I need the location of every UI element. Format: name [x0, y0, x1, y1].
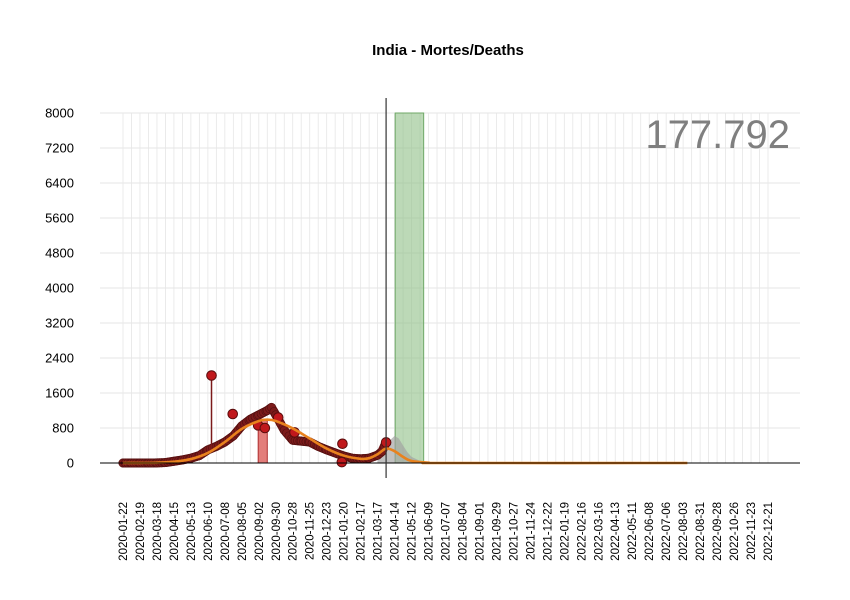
x-tick-label: 2021-12-22	[542, 502, 554, 561]
x-tick-label: 2021-07-07	[441, 502, 453, 561]
x-tick-label: 2022-04-13	[610, 502, 622, 561]
x-tick-label: 2021-01-20	[339, 502, 351, 561]
y-tick-label: 8000	[45, 106, 74, 121]
x-tick-label: 2022-08-03	[678, 502, 690, 561]
outlier-point	[206, 370, 217, 381]
x-tick-label: 2022-08-31	[695, 502, 707, 561]
x-tick-label: 2020-08-05	[237, 502, 249, 561]
x-tick-label: 2021-10-27	[508, 502, 520, 561]
x-tick-label: 2021-04-14	[390, 501, 402, 560]
y-tick-label: 0	[67, 456, 74, 471]
outlier-point	[336, 456, 348, 468]
x-tick-label: 2020-02-19	[135, 502, 147, 561]
fit-curve	[122, 418, 688, 465]
y-tick-label: 800	[52, 421, 74, 436]
x-tick-label: 2021-09-29	[491, 502, 503, 561]
x-tick-label: 2020-09-02	[254, 502, 266, 561]
x-tick-label: 2021-08-04	[457, 501, 469, 560]
x-tick-label: 2021-03-17	[373, 502, 385, 561]
y-tick-label: 4800	[45, 246, 74, 261]
y-tick-label: 2400	[45, 351, 74, 366]
peak-bands	[257, 112, 425, 464]
chart-title: India - Mortes/Deaths	[372, 42, 524, 59]
outlier-points	[206, 370, 392, 468]
x-tick-label: 2020-04-15	[169, 502, 181, 561]
y-tick-label: 3200	[45, 316, 74, 331]
forecast-area-shape	[377, 435, 446, 463]
forecast-peak-band	[394, 112, 425, 464]
x-tick-label: 2022-05-11	[627, 502, 639, 560]
x-tick-label: 2020-01-22	[118, 502, 130, 561]
x-tick-label: 2022-06-08	[644, 502, 656, 561]
outlier-point	[337, 438, 348, 450]
y-tick-label: 6400	[45, 176, 74, 191]
x-tick-label: 2022-09-28	[712, 502, 724, 561]
x-tick-label: 2020-05-13	[186, 502, 198, 561]
y-tick-label: 7200	[45, 141, 74, 156]
x-tick-label: 2022-07-06	[661, 502, 673, 561]
x-tick-label: 2022-01-19	[559, 502, 571, 561]
x-tick-label: 2021-09-01	[474, 502, 486, 561]
fit-line	[122, 418, 688, 465]
axes	[100, 98, 800, 478]
x-tick-label: 2021-02-17	[356, 502, 368, 561]
x-tick-label: 2020-03-18	[152, 502, 164, 561]
x-tick-label: 2020-11-25	[305, 502, 317, 560]
x-tick-label: 2021-05-12	[407, 502, 419, 561]
x-tick-label: 2022-11-23	[746, 502, 758, 560]
x-tick-label: 2022-02-16	[576, 502, 588, 561]
x-tick-label: 2020-09-30	[271, 502, 283, 561]
x-tick-label: 2022-12-21	[763, 502, 775, 561]
grid-lines	[100, 112, 800, 464]
y-axis-ticks: 0 800 1600 2400 3200 4000 4800 5600 6400 7200 8000	[45, 106, 74, 471]
x-tick-label: 2022-10-26	[729, 502, 741, 561]
x-tick-label: 2021-06-09	[424, 502, 436, 561]
x-tick-label: 2020-12-23	[322, 502, 334, 561]
y-tick-label: 5600	[45, 211, 74, 226]
x-tick-label: 2022-03-16	[593, 502, 605, 561]
x-tick-label: 2021-11-24	[525, 501, 537, 560]
y-tick-label: 1600	[45, 386, 74, 401]
outlier-point	[259, 422, 271, 434]
outlier-point	[227, 408, 239, 420]
forecast-area	[377, 435, 446, 463]
x-tick-label: 2020-06-10	[203, 502, 215, 561]
total-deaths-label: 177.792	[645, 113, 790, 157]
x-axis-ticks: 2020-01-22 2020-02-19 2020-03-18 2020-04-15…	[118, 501, 775, 560]
y-tick-label: 4000	[45, 281, 74, 296]
x-tick-label: 2020-10-28	[288, 502, 300, 561]
x-tick-label: 2020-07-08	[220, 502, 232, 561]
